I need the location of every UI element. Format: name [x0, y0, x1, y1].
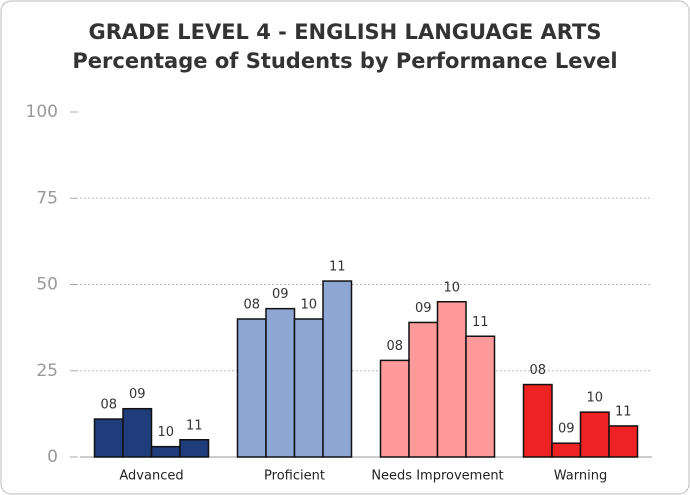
bar-label: 10: [157, 425, 174, 440]
bar: [579, 411, 610, 458]
x-tick-label: Needs Improvement: [371, 469, 503, 484]
chart-title: GRADE LEVEL 4 - ENGLISH LANGUAGE ARTS: [88, 20, 601, 44]
bar: [436, 301, 467, 458]
bar-label: 11: [329, 260, 346, 275]
x-tick-label: Warning: [554, 469, 607, 484]
bar-label: 08: [100, 398, 117, 413]
bar: [150, 445, 181, 458]
bar-label: 09: [272, 287, 289, 302]
bar-label: 09: [129, 387, 146, 402]
y-tick-label: 25: [36, 361, 58, 381]
bar-label: 10: [586, 391, 603, 406]
y-tick-label: 0: [47, 447, 58, 467]
bar: [522, 383, 553, 458]
bar-label: 11: [472, 315, 489, 330]
bar-label: 11: [615, 404, 632, 419]
bar-label: 08: [529, 363, 546, 378]
bar: [265, 307, 296, 458]
bar-label: 09: [415, 301, 432, 316]
y-tick-label: 75: [36, 188, 58, 208]
y-tick-label: 100: [26, 102, 58, 122]
bar: [236, 318, 267, 458]
bar-label: 10: [443, 280, 460, 295]
bar: [551, 442, 582, 458]
bar-label: 11: [186, 418, 203, 433]
bar-label: 09: [558, 422, 575, 437]
y-tick-label: 50: [36, 275, 58, 295]
bar: [465, 335, 496, 458]
chart-subtitle: Percentage of Students by Performance Le…: [72, 49, 617, 73]
bar-label: 10: [300, 298, 317, 313]
bar: [608, 425, 639, 458]
bar: [408, 321, 439, 458]
x-tick-label: Proficient: [264, 469, 325, 484]
bar: [179, 439, 210, 458]
bar: [379, 359, 410, 458]
bar: [322, 280, 353, 458]
bar: [293, 318, 324, 458]
bar-label: 08: [243, 298, 260, 313]
bar: [122, 407, 153, 458]
x-tick-label: Advanced: [119, 469, 183, 484]
bar-label: 08: [386, 339, 403, 354]
bar: [93, 418, 124, 458]
